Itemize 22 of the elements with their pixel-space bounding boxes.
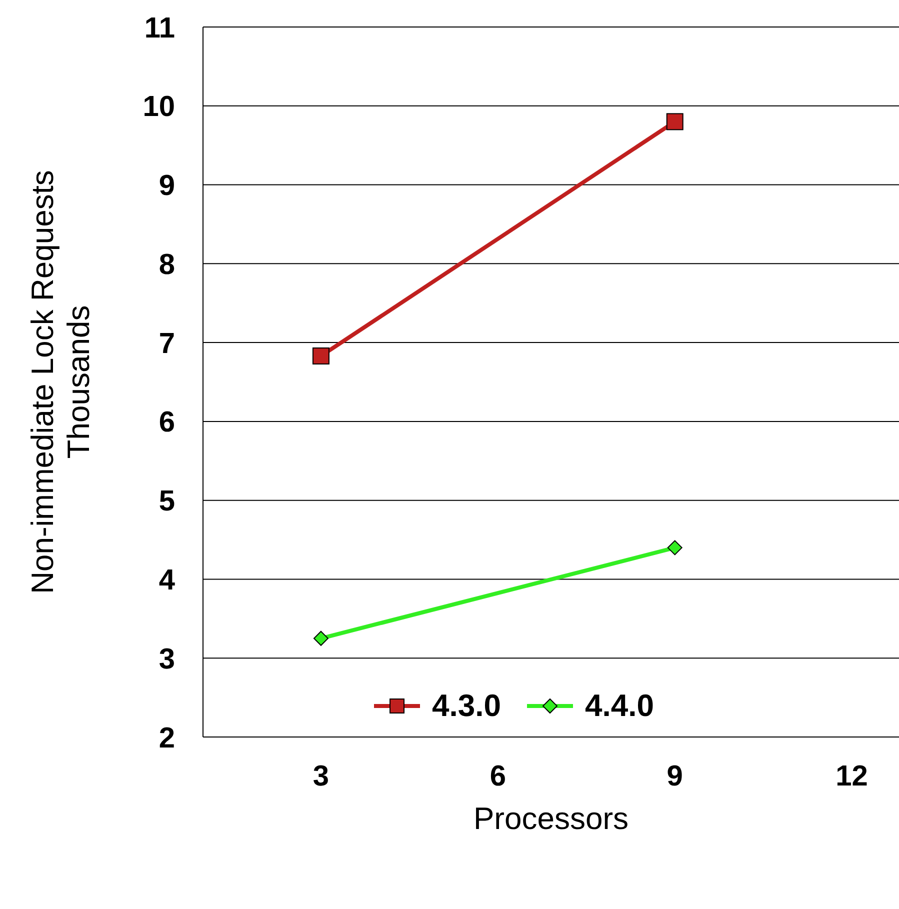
y-tick-label: 7 <box>158 328 175 360</box>
y-tick-label: 9 <box>158 170 175 202</box>
legend-label: 4.4.0 <box>585 688 654 724</box>
legend-label: 4.3.0 <box>432 688 501 724</box>
point <box>666 113 684 130</box>
x-axis-title: Processors <box>473 801 629 836</box>
x-tick-label: 6 <box>490 760 506 793</box>
y-tick-label: 6 <box>158 406 175 439</box>
x-tick-label: 3 <box>312 760 330 793</box>
y-tick-label: 11 <box>144 12 175 44</box>
y-tick-label: 3 <box>158 643 175 676</box>
y-tick-label: 10 <box>142 91 175 124</box>
y-axis-title: Non-immediate Lock Requests Thousands <box>25 170 96 594</box>
point <box>313 630 328 646</box>
y-tick-label: 8 <box>158 248 175 281</box>
x-tick-label: 9 <box>666 760 683 793</box>
x-tick-label: 12 <box>836 760 868 793</box>
point <box>667 540 682 556</box>
point <box>312 347 330 364</box>
y-tick-label: 4 <box>158 564 175 597</box>
y-tick-label: 5 <box>158 486 175 518</box>
y-tick-label: 2 <box>158 722 175 754</box>
